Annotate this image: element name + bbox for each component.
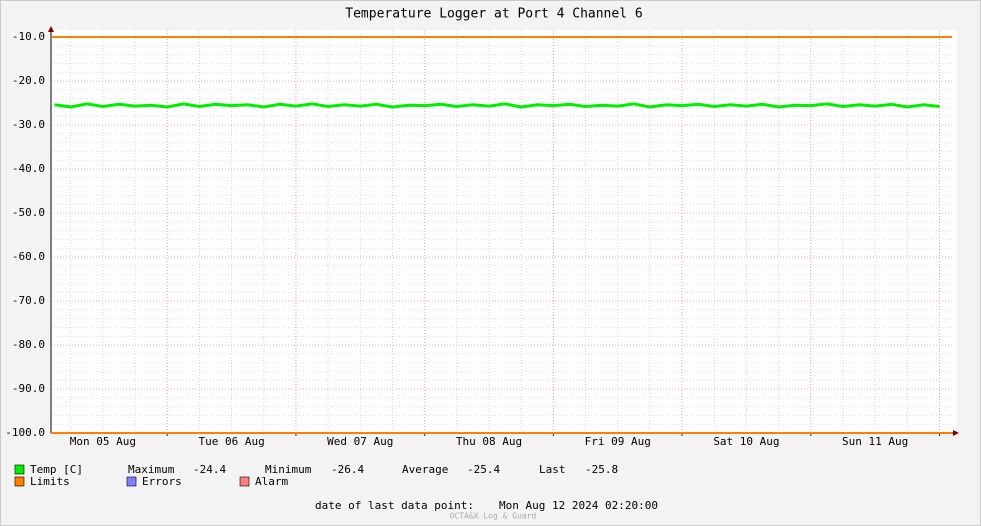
x-tick-label: Thu 08 Aug xyxy=(456,435,522,448)
stat-value: -24.4 xyxy=(193,463,226,476)
plot-area xyxy=(51,30,957,433)
x-tick-label: Sat 10 Aug xyxy=(713,435,779,448)
legend-swatch xyxy=(14,464,25,475)
footer-value: Mon Aug 12 2024 02:20:00 xyxy=(499,499,658,512)
y-tick-label: -90.0 xyxy=(12,382,45,395)
data-line xyxy=(54,102,940,109)
stat-label: Average xyxy=(402,463,448,476)
legend-label: Temp [C] xyxy=(30,463,83,476)
legend-swatch xyxy=(126,476,137,487)
x-tick-label: Tue 06 Aug xyxy=(198,435,264,448)
legend-label: Limits xyxy=(30,475,70,488)
stat-value: -25.8 xyxy=(585,463,618,476)
watermark: OCTA&X Log & Guard xyxy=(450,512,537,521)
stat-label: Maximum xyxy=(128,463,175,476)
y-tick-label: -30.0 xyxy=(12,118,45,131)
stat-value: -25.4 xyxy=(467,463,500,476)
legend-swatch xyxy=(14,476,25,487)
x-tick-label: Mon 05 Aug xyxy=(70,435,136,448)
legend-label: Errors xyxy=(142,475,182,488)
x-tick-label: Sun 11 Aug xyxy=(842,435,908,448)
footer-label: date of last data point: xyxy=(315,499,474,512)
x-tick-label: Fri 09 Aug xyxy=(585,435,651,448)
stat-label: Minimum xyxy=(265,463,312,476)
y-arrow xyxy=(48,26,54,32)
stat-value: -26.4 xyxy=(331,463,364,476)
legend-swatch xyxy=(239,476,250,487)
y-tick-label: -70.0 xyxy=(12,294,45,307)
x-arrow xyxy=(953,430,959,436)
y-tick-label: -80.0 xyxy=(12,338,45,351)
y-tick-label: -60.0 xyxy=(12,250,45,263)
legend-label: Alarm xyxy=(255,475,288,488)
stat-label: Last xyxy=(539,463,566,476)
y-tick-label: -10.0 xyxy=(12,30,45,43)
chart-title: Temperature Logger at Port 4 Channel 6 xyxy=(345,7,642,22)
y-tick-label: -40.0 xyxy=(12,162,45,175)
y-tick-label: -20.0 xyxy=(12,74,45,87)
y-tick-label: -100.0 xyxy=(5,426,45,439)
y-tick-label: -50.0 xyxy=(12,206,45,219)
x-tick-label: Wed 07 Aug xyxy=(327,435,393,448)
